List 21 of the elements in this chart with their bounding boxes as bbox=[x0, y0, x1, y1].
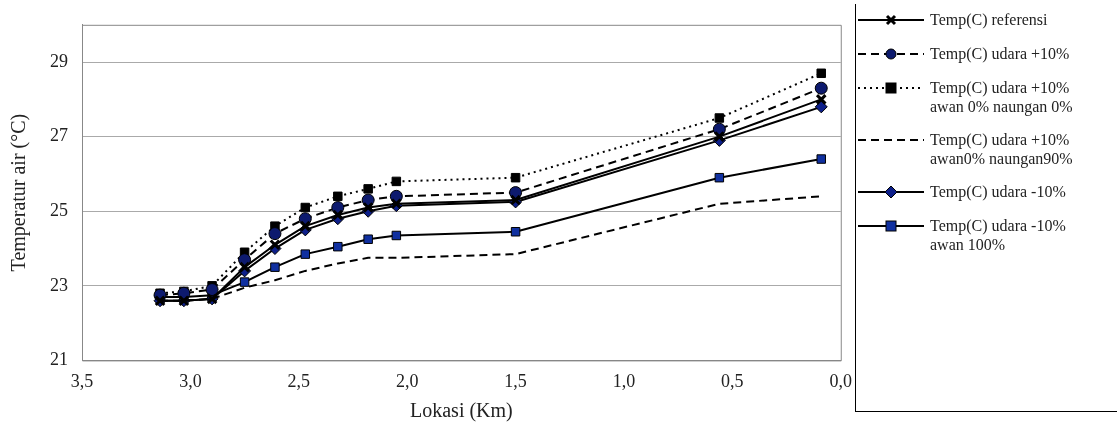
x-tick-label: 1,0 bbox=[612, 370, 636, 391]
x-tick-label: 3,5 bbox=[70, 370, 94, 391]
y-tick-label: 21 bbox=[50, 349, 68, 370]
x-tick-label: 0,5 bbox=[721, 370, 744, 391]
x-tick-label: 2,5 bbox=[287, 370, 311, 391]
x-tick-label: 2,0 bbox=[395, 370, 419, 391]
legend-label: Temp(C) udara -10% awan 100% bbox=[930, 216, 1067, 254]
y-tick-label: 27 bbox=[50, 125, 68, 146]
x-axis-title: Lokasi (Km) bbox=[409, 399, 513, 423]
x-tick-label: 3,0 bbox=[179, 370, 202, 391]
legend-label: Temp(C) udara -10% bbox=[930, 182, 1067, 201]
legend-label: Temp(C) udara +10% awan 0% naungan 0% bbox=[930, 78, 1074, 116]
y-tick-label: 25 bbox=[50, 199, 68, 220]
legend-label: Temp(C) udara +10% bbox=[930, 44, 1071, 63]
y-axis-title: Temperatur air (°C) bbox=[7, 113, 31, 272]
legend-label: Temp(C) udara +10% awan0% naungan90% bbox=[930, 130, 1074, 168]
y-tick-label: 29 bbox=[50, 50, 68, 71]
x-tick-label: 1,5 bbox=[504, 370, 527, 391]
legend-label: Temp(C) referensi bbox=[930, 10, 1049, 29]
x-tick-label: 0,0 bbox=[829, 370, 852, 391]
y-tick-label: 23 bbox=[50, 274, 68, 295]
